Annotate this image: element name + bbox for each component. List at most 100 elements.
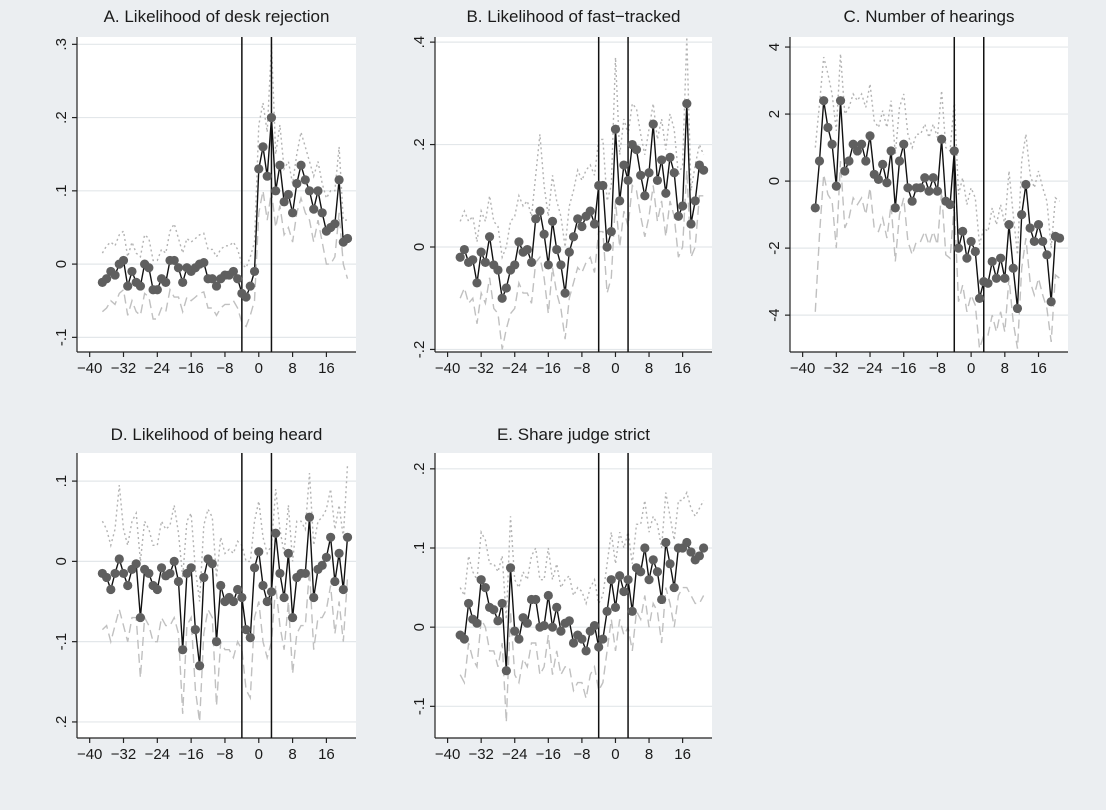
- data-point: [480, 257, 490, 267]
- data-point: [287, 208, 298, 218]
- data-point: [831, 181, 841, 191]
- y-tick-label: .2: [53, 716, 70, 729]
- data-point: [564, 247, 574, 257]
- x-tick-label: −8: [929, 360, 946, 377]
- x-tick-label: −32: [111, 360, 136, 377]
- data-point: [949, 146, 959, 156]
- data-point: [493, 265, 503, 275]
- data-point: [652, 567, 663, 577]
- data-point: [480, 582, 490, 593]
- x-tick-label: 16: [318, 360, 335, 377]
- data-point: [974, 293, 985, 303]
- data-point: [623, 175, 633, 186]
- data-point: [275, 160, 285, 170]
- data-point: [249, 563, 260, 573]
- data-point: [669, 168, 679, 178]
- data-point: [886, 146, 896, 156]
- data-point: [497, 598, 507, 609]
- data-point: [840, 166, 850, 176]
- data-point: [878, 159, 888, 169]
- data-point: [694, 551, 705, 561]
- x-tick-label: 8: [288, 746, 296, 763]
- x-tick-label: 0: [611, 746, 619, 763]
- y-tick-label: 2: [766, 110, 783, 118]
- data-point: [848, 139, 858, 149]
- x-tick-label: −40: [790, 360, 815, 377]
- data-point: [279, 197, 289, 207]
- data-point: [928, 173, 938, 183]
- ci-upper-line: [101, 44, 348, 269]
- data-point: [317, 208, 327, 218]
- x-tick-label: −8: [573, 746, 590, 763]
- data-point: [899, 139, 909, 149]
- x-tick-label: 0: [611, 360, 619, 377]
- y-tick-label: .2: [411, 138, 428, 151]
- x-tick-label: 8: [288, 360, 296, 377]
- data-point: [560, 288, 570, 298]
- data-point: [827, 139, 837, 149]
- x-tick-label: −40: [435, 360, 460, 377]
- data-point: [644, 575, 654, 585]
- y-tick-label: 0: [411, 243, 428, 251]
- data-point: [190, 625, 200, 635]
- x-tick-label: −24: [145, 746, 170, 763]
- data-point: [526, 257, 537, 267]
- panel-title: A. Likelihood of desk rejection: [104, 7, 330, 26]
- data-point: [564, 616, 574, 626]
- data-point: [156, 563, 167, 573]
- data-point: [497, 293, 507, 303]
- data-point: [573, 214, 583, 224]
- data-point: [823, 122, 833, 133]
- data-point: [661, 537, 671, 548]
- chart-panel-2: -.2 0 .2 .4 −40 −32 −24 −16 −8 0 8 16 B. Likelihood …: [411, 7, 712, 377]
- x-tick-label: −24: [502, 360, 527, 377]
- data-point: [669, 582, 679, 593]
- data-point: [907, 196, 917, 206]
- data-point: [228, 596, 239, 607]
- data-point: [304, 186, 315, 196]
- y-tick-label: -.1: [411, 698, 428, 716]
- data-point: [510, 626, 520, 636]
- data-point: [178, 645, 188, 655]
- data-point: [810, 203, 820, 213]
- data-point: [330, 219, 340, 229]
- data-point: [489, 605, 499, 615]
- chart-panel-1: -.1 0 .1 .2 .3 −40 −32 −24 −16 −8 0 8 16 A. Likelihoo…: [53, 7, 356, 377]
- x-tick-label: −40: [77, 746, 102, 763]
- data-point: [522, 244, 532, 255]
- ci-lower-line: [101, 569, 349, 722]
- data-point: [296, 160, 306, 170]
- data-point: [665, 559, 675, 569]
- data-point: [287, 612, 298, 623]
- data-point: [241, 625, 251, 635]
- data-point: [476, 247, 486, 257]
- ci-lower-line: [459, 586, 705, 723]
- panel-title: E. Share judge strict: [497, 425, 650, 444]
- data-point: [173, 263, 184, 273]
- data-point: [657, 155, 667, 165]
- data-point: [861, 156, 871, 166]
- data-point: [1008, 263, 1018, 273]
- panel-title: B. Likelihood of fast−tracked: [466, 7, 680, 26]
- y-tick-label: .4: [411, 36, 428, 49]
- data-point: [1054, 233, 1065, 243]
- data-point: [686, 547, 696, 557]
- data-point: [501, 666, 511, 676]
- data-point: [505, 563, 516, 573]
- data-point: [472, 278, 482, 288]
- data-point: [161, 277, 171, 288]
- data-point: [673, 211, 684, 221]
- data-point: [309, 592, 319, 603]
- y-tick-label: -4: [766, 308, 783, 321]
- panel-title: C. Number of hearings: [843, 7, 1014, 26]
- data-point: [640, 543, 650, 553]
- data-point: [199, 258, 209, 268]
- data-point: [152, 584, 162, 595]
- ci-upper-line: [101, 464, 349, 602]
- data-point: [123, 281, 133, 291]
- data-point: [686, 219, 696, 229]
- x-tick-label: 0: [255, 746, 263, 763]
- data-point: [547, 622, 558, 632]
- data-point: [619, 160, 629, 170]
- data-point: [640, 191, 650, 201]
